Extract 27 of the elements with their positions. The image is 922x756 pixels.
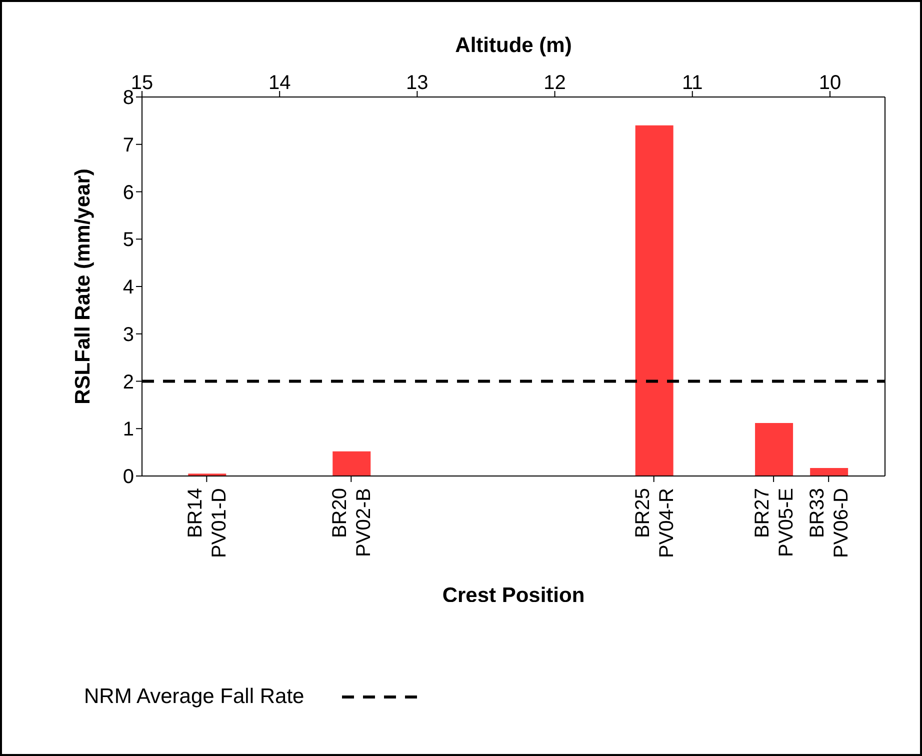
- y-tick-label: 1: [122, 418, 134, 441]
- y-axis-title: RSLFall Rate (mm/year): [71, 168, 94, 404]
- bar: [810, 468, 848, 476]
- annotation: BR20 PV02-B: [329, 488, 376, 557]
- y-tick-label: 6: [122, 182, 134, 204]
- bar: [332, 451, 371, 476]
- annotation: BR33 PV06-D: [806, 488, 853, 558]
- y-tick-label: 3: [122, 324, 134, 346]
- legend-label: NRM Average Fall Rate: [84, 685, 304, 709]
- y-tick-label: 4: [122, 276, 134, 299]
- annotation: BR25 PV04-R: [632, 488, 678, 558]
- y-tick-label: 7: [122, 134, 134, 156]
- y-tick-label: 8: [122, 87, 134, 110]
- annotation: BR14 PV01-D: [184, 488, 231, 558]
- annotation: BR27 PV05-E: [752, 488, 798, 557]
- x-tick-label: 10: [818, 72, 842, 94]
- x-tick-label: 12: [544, 72, 566, 94]
- x-tick-label: 14: [268, 72, 291, 94]
- y-tick-label: 5: [122, 229, 134, 252]
- bar: [635, 125, 674, 476]
- y-tick-label: 0: [122, 466, 134, 488]
- x-tick-label: 11: [682, 72, 703, 94]
- x-tick-label: 13: [406, 72, 428, 94]
- bar: [755, 422, 794, 476]
- text: Crest Position: [442, 584, 585, 607]
- x-axis-title: Altitude (m): [455, 34, 572, 57]
- y-tick-label: 2: [122, 371, 134, 394]
